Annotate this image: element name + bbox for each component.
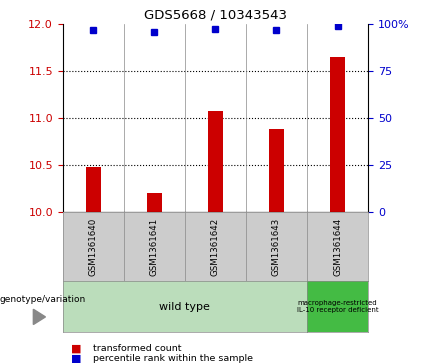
Title: GDS5668 / 10343543: GDS5668 / 10343543 xyxy=(144,8,287,21)
Text: ■: ■ xyxy=(71,354,82,363)
Text: GSM1361644: GSM1361644 xyxy=(333,218,342,276)
Bar xyxy=(147,193,162,212)
Bar xyxy=(86,167,101,212)
Text: GSM1361643: GSM1361643 xyxy=(272,218,281,276)
Bar xyxy=(269,129,284,212)
Text: GSM1361641: GSM1361641 xyxy=(150,218,159,276)
Text: percentile rank within the sample: percentile rank within the sample xyxy=(93,354,253,363)
Text: wild type: wild type xyxy=(159,302,210,312)
Bar xyxy=(330,57,345,212)
Text: genotype/variation: genotype/variation xyxy=(0,295,86,303)
Polygon shape xyxy=(33,309,45,325)
Text: GSM1361642: GSM1361642 xyxy=(211,218,220,276)
Bar xyxy=(208,111,223,212)
Text: GSM1361640: GSM1361640 xyxy=(89,218,98,276)
Text: macrophage-restricted
IL-10 receptor deficient: macrophage-restricted IL-10 receptor def… xyxy=(297,300,378,314)
Text: transformed count: transformed count xyxy=(93,344,181,353)
Text: ■: ■ xyxy=(71,343,82,354)
